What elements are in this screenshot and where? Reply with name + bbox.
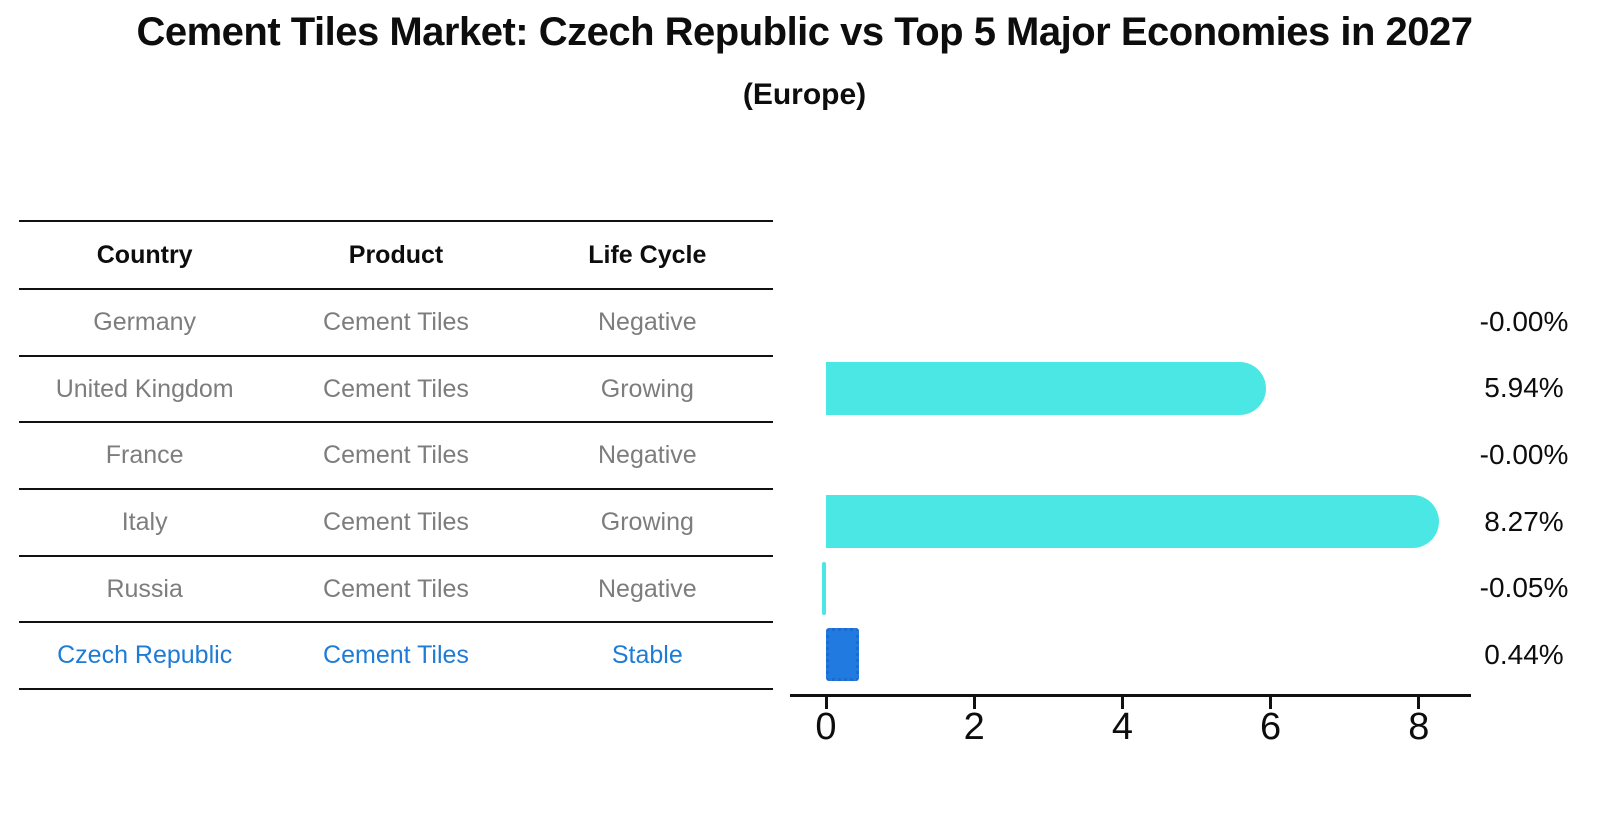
chart-title: Cement Tiles Market: Czech Republic vs T…	[136, 10, 1473, 54]
x-tick-label: 2	[963, 706, 985, 748]
x-tick-mark	[972, 696, 976, 709]
cell-country: Czech Republic	[57, 641, 233, 670]
cell-lifecycle: Negative	[597, 441, 697, 470]
x-tick-mark	[1269, 696, 1273, 709]
x-axis-line	[790, 693, 1471, 697]
cell-product: Cement Tiles	[323, 441, 469, 470]
col-header-product: Product	[348, 240, 444, 269]
cell-country: Russia	[106, 574, 183, 603]
value-label-russia: -0.05%	[1479, 572, 1569, 604]
bar-czech-republic	[826, 628, 859, 682]
value-label-czech-republic: 0.44%	[1484, 638, 1564, 670]
cell-product: Cement Tiles	[323, 507, 469, 536]
cell-country: Italy	[121, 507, 168, 536]
chart-subtitle: (Europe)	[742, 78, 867, 111]
cell-lifecycle: Negative	[597, 307, 697, 336]
bar-russia	[822, 561, 826, 615]
value-label-italy: 8.27%	[1484, 505, 1564, 537]
value-label-germany: -0.00%	[1479, 305, 1569, 337]
cell-lifecycle: Stable	[611, 641, 683, 670]
cell-product: Cement Tiles	[323, 574, 469, 603]
x-tick-label: 0	[815, 706, 837, 748]
x-tick-label: 8	[1408, 706, 1430, 748]
value-label-france: -0.00%	[1479, 438, 1569, 470]
bar-italy	[826, 495, 1439, 548]
cell-country: Germany	[93, 307, 197, 336]
table-row-italy: Italy Cement Tiles Growing	[19, 489, 773, 556]
table-row-russia: Russia Cement Tiles Negative	[19, 556, 773, 623]
cell-lifecycle: Negative	[597, 574, 697, 603]
country-table: Country Product Life Cycle Germany Cemen…	[19, 220, 773, 690]
cell-country: United Kingdom	[55, 374, 234, 403]
cell-country: France	[105, 441, 184, 470]
table-header-row: Country Product Life Cycle	[19, 221, 773, 289]
cell-lifecycle: Growing	[600, 507, 694, 536]
x-tick-label: 6	[1260, 706, 1282, 748]
cell-product: Cement Tiles	[323, 641, 469, 670]
table-row-germany: Germany Cement Tiles Negative	[19, 289, 773, 356]
x-tick-mark	[1120, 696, 1124, 709]
x-tick-mark	[1417, 696, 1421, 709]
col-header-lifecycle: Life Cycle	[588, 240, 707, 269]
table-row-united-kingdom: United Kingdom Cement Tiles Growing	[19, 356, 773, 423]
table-row-france: France Cement Tiles Negative	[19, 422, 773, 490]
cell-product: Cement Tiles	[323, 374, 469, 403]
x-tick-label: 4	[1111, 706, 1133, 748]
cell-product: Cement Tiles	[323, 307, 469, 336]
cell-lifecycle: Growing	[600, 374, 694, 403]
x-tick-mark	[824, 696, 828, 709]
table-row-czech-republic: Czech Republic Cement Tiles Stable	[19, 622, 773, 690]
value-label-united-kingdom: 5.94%	[1484, 372, 1564, 404]
col-header-country: Country	[96, 240, 193, 269]
bar-united-kingdom	[826, 361, 1267, 415]
